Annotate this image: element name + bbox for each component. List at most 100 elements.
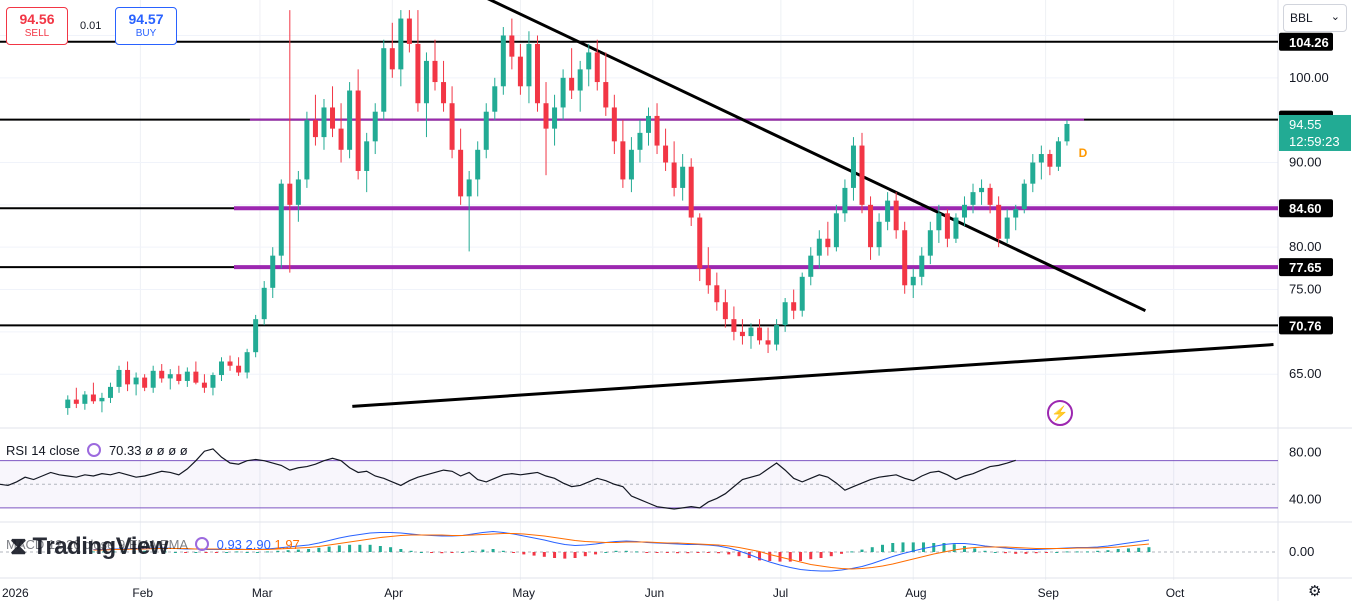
macd-hist-bar bbox=[717, 552, 721, 554]
macd-hist-bar bbox=[840, 552, 844, 554]
x-tick-label: Sep bbox=[1038, 586, 1060, 600]
macd-hist-bar bbox=[317, 547, 321, 552]
macd-hist-bar bbox=[91, 551, 95, 553]
rsi-legend[interactable]: RSI 14 close 70.33 ø ø ø ø bbox=[6, 443, 188, 458]
lightning-icon[interactable]: ⚡ bbox=[1047, 400, 1073, 426]
candle-body bbox=[372, 111, 378, 142]
macd-hist-bar bbox=[655, 552, 659, 553]
current-price-label: 94.55 bbox=[1289, 117, 1322, 132]
macd-tick-label: 0.00 bbox=[1289, 544, 1314, 559]
macd-hist-bar bbox=[665, 552, 669, 553]
trendline bbox=[352, 343, 1274, 408]
macd-hist-bar bbox=[1044, 552, 1048, 553]
macd-hist-bar bbox=[706, 552, 710, 553]
macd-hist-bar bbox=[696, 552, 700, 553]
candle-body bbox=[987, 187, 993, 205]
candle-body bbox=[423, 60, 429, 104]
candle-body bbox=[295, 179, 301, 205]
macd-hist-bar bbox=[419, 552, 423, 553]
candle-body bbox=[637, 132, 643, 150]
candle-body bbox=[765, 340, 771, 345]
macd-hist-bar bbox=[1126, 548, 1130, 552]
macd-hist-bar bbox=[921, 542, 925, 552]
macd-hist-bar bbox=[460, 552, 464, 553]
macd-legend[interactable]: MACD 12 26 close 9 EMA EMA 0.93 2.90 1.9… bbox=[6, 537, 300, 552]
signal-line bbox=[93, 533, 1149, 570]
macd-hist-bar bbox=[1003, 552, 1007, 554]
settings-icon[interactable]: ⚙ bbox=[1308, 583, 1322, 600]
macd-hist-bar bbox=[973, 548, 977, 552]
macd-hist-bar bbox=[1034, 552, 1038, 554]
candle-body bbox=[757, 327, 763, 341]
macd-hist-bar bbox=[1096, 550, 1100, 552]
candle-body bbox=[876, 221, 882, 248]
level-tag bbox=[1279, 32, 1333, 51]
macd-hist-bar bbox=[860, 549, 864, 552]
level-tag bbox=[1279, 316, 1333, 335]
cycle-icon[interactable] bbox=[87, 443, 102, 457]
buy-label: BUY bbox=[135, 28, 157, 39]
rsi-tick-label: 40.00 bbox=[1289, 492, 1322, 507]
macd-hist-bar bbox=[1055, 552, 1059, 553]
candle-body bbox=[125, 369, 131, 385]
level-tag-label: 104.26 bbox=[1289, 35, 1329, 50]
buy-button[interactable]: 94.57 BUY bbox=[115, 7, 177, 45]
candle-body bbox=[270, 255, 276, 288]
candle-body bbox=[466, 179, 472, 197]
watermark-text: TradingView bbox=[32, 533, 169, 560]
macd-hist-bar bbox=[358, 544, 362, 552]
buy-price: 94.57 bbox=[128, 11, 164, 27]
macd-hist-bar bbox=[501, 550, 505, 552]
level-tag bbox=[1279, 258, 1333, 277]
macd-hist-bar bbox=[604, 552, 608, 553]
candle-body bbox=[979, 187, 985, 193]
candle-body bbox=[782, 302, 788, 326]
sell-price: 94.56 bbox=[19, 11, 55, 27]
macd-hist-bar bbox=[799, 552, 803, 561]
macd-hist-bar bbox=[296, 549, 300, 552]
y-tick-label: 90.00 bbox=[1289, 155, 1322, 170]
candle-body bbox=[799, 276, 805, 311]
symbol-selector[interactable]: BBL ⌄ bbox=[1283, 4, 1347, 32]
candle-body bbox=[201, 382, 207, 388]
candle-body bbox=[1064, 123, 1070, 142]
cycle-icon[interactable] bbox=[194, 537, 209, 551]
candle-body bbox=[944, 213, 950, 239]
candle-body bbox=[1030, 162, 1036, 184]
macd-hist-bar bbox=[563, 552, 567, 559]
sell-button[interactable]: 94.56 SELL bbox=[6, 7, 68, 45]
rsi-value: 70.33 bbox=[108, 443, 142, 458]
candle-body bbox=[1038, 154, 1044, 163]
candle-body bbox=[936, 213, 942, 231]
x-tick-label: Feb bbox=[132, 586, 153, 600]
candle-body bbox=[398, 18, 404, 70]
macd-hist-bar bbox=[768, 552, 772, 561]
macd-hist-bar bbox=[911, 542, 915, 552]
candle-body bbox=[150, 370, 156, 388]
x-tick-label: Oct bbox=[1166, 586, 1185, 600]
macd-hist-bar bbox=[399, 549, 403, 552]
candle-body bbox=[167, 374, 173, 379]
candle-body bbox=[688, 166, 694, 218]
candle-body bbox=[107, 386, 113, 398]
candle-body bbox=[927, 230, 933, 256]
candle-body bbox=[1021, 183, 1027, 210]
macd-hist-bar bbox=[635, 551, 639, 553]
hist-value: 1.97 bbox=[274, 537, 300, 552]
macd-hist-bar bbox=[307, 549, 311, 552]
macd-hist-bar bbox=[624, 550, 628, 552]
macd-hist-bar bbox=[1024, 552, 1028, 554]
candle-body bbox=[714, 285, 720, 303]
time-axis: 2026 Feb Mar Apr May Jun Jul Aug Sep Oct bbox=[2, 586, 1185, 600]
candle-body bbox=[697, 217, 703, 269]
dividend-badge[interactable]: D bbox=[1078, 146, 1088, 160]
macd-hist-bar bbox=[163, 551, 167, 553]
candle-body bbox=[961, 204, 967, 218]
macd-hist-bar bbox=[983, 550, 987, 552]
sell-label: SELL bbox=[24, 28, 50, 39]
candle-body bbox=[646, 115, 651, 133]
candle-body bbox=[304, 120, 310, 180]
candle-body bbox=[842, 187, 848, 214]
